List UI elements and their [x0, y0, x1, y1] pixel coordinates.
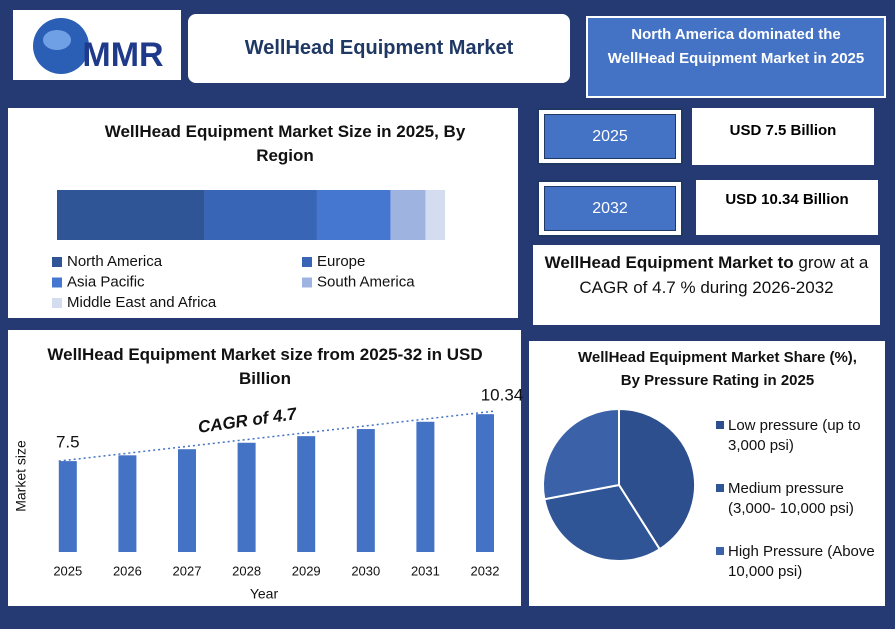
x-tick-label: 2030 [351, 563, 380, 578]
logo: MMR [33, 18, 164, 74]
x-tick-label: 2032 [471, 563, 500, 578]
bar [118, 455, 137, 552]
annotation: CAGR of 4.7 [197, 404, 299, 437]
legend-label: Low pressure (up to 3,000 psi) [728, 417, 861, 454]
bar [416, 421, 435, 552]
legend-swatch [52, 298, 62, 308]
stat-value: USD 7.5 Billion [692, 108, 874, 165]
cagr-rest: grow at a CAGR of 4.7 % during 2026-2032 [579, 253, 869, 297]
stat-value: USD 10.34 Billion [696, 180, 878, 235]
value-label: 10.34 [481, 386, 524, 405]
legend-swatch [52, 277, 62, 288]
highlight: North America dominated the WellHead Equ… [586, 16, 886, 98]
x-tick-label: 2025 [53, 563, 82, 578]
pie-slice [542, 407, 620, 501]
legend-label: Europe [317, 253, 365, 270]
year-label: 2025 [544, 114, 676, 159]
legend-label: High Pressure (Above 10,000 psi) [728, 543, 875, 580]
legend-label: North America [67, 253, 163, 270]
legend-swatch [52, 257, 62, 267]
legend-swatch [302, 257, 312, 267]
bar-segment [57, 190, 205, 240]
bar [178, 449, 196, 552]
legend-label: South America [317, 273, 415, 290]
x-tick-label: 2026 [113, 563, 142, 578]
legend-label: Asia Pacific [67, 273, 145, 290]
main-title: WellHead Equipment Market [188, 14, 570, 83]
logo-land [43, 30, 71, 50]
year-box: 2032 [537, 180, 683, 237]
logo-box: MMR [13, 10, 181, 80]
legend-swatch [716, 484, 724, 492]
legend-label: Middle East and Africa [67, 294, 217, 311]
x-tick-label: 2028 [232, 563, 261, 578]
cagr-bold: WellHead Equipment Market to [544, 253, 794, 272]
bar-segment [390, 190, 426, 240]
bar [237, 442, 256, 552]
bar-segment [204, 190, 317, 240]
year-label: 2032 [544, 186, 676, 231]
legend-swatch [716, 421, 724, 429]
logo-text: MMR [82, 36, 163, 74]
pie-title: WellHead Equipment Market Share (%), By … [578, 349, 857, 389]
bar-segment [425, 190, 445, 240]
x-axis-label: Year [250, 586, 279, 602]
bar [58, 461, 77, 552]
x-tick-label: 2029 [292, 563, 321, 578]
pie-slice [543, 483, 662, 562]
bar [297, 436, 316, 552]
bar-title: WellHead Equipment Market size from 2025… [47, 345, 483, 388]
x-tick-label: 2027 [173, 563, 202, 578]
bar-segment [316, 190, 391, 240]
legend-label: Medium pressure (3,000- 10,000 psi) [728, 480, 854, 517]
bar [476, 414, 494, 552]
value-label: 7.5 [56, 433, 80, 452]
year-box: 2025 [537, 108, 683, 165]
x-tick-label: 2031 [411, 563, 440, 578]
bar [356, 429, 375, 552]
bar-panel [8, 330, 521, 606]
trend-line [58, 410, 495, 462]
region-title: WellHead Equipment Market Size in 2025, … [104, 122, 466, 165]
legend-swatch [716, 547, 724, 555]
cagr-box: WellHead Equipment Market to grow at a C… [533, 245, 880, 325]
y-axis-label: Market size [13, 440, 29, 512]
legend-swatch [302, 277, 312, 288]
